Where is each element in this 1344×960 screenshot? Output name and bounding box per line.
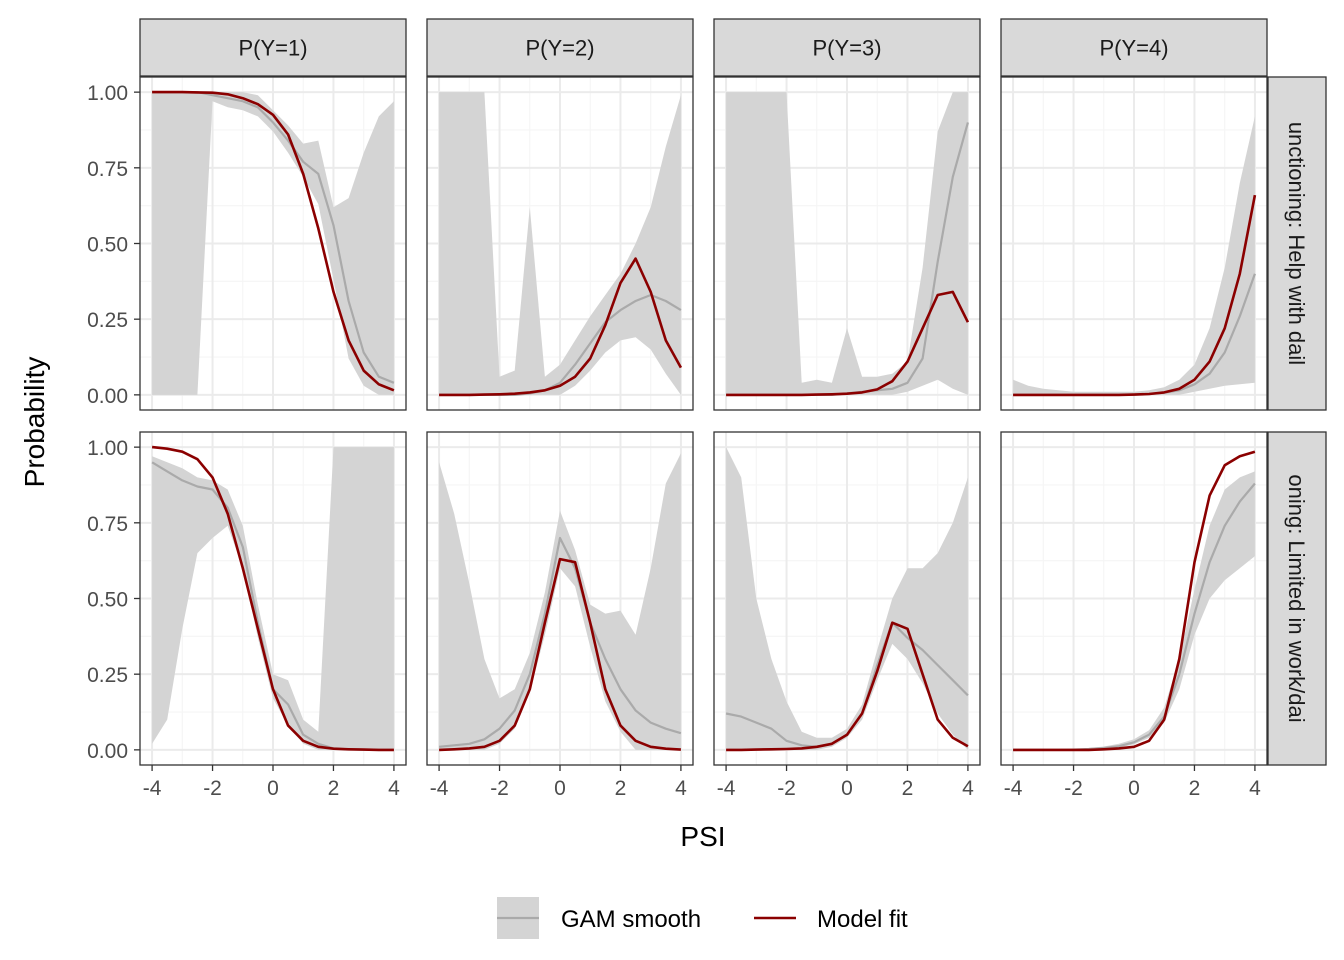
legend: GAM smooth Model fit [497, 897, 908, 939]
x-tick-label: -2 [490, 777, 509, 800]
model-fit-line [152, 90, 395, 392]
y-tick-label: 1.00 [87, 437, 128, 460]
y-tick-label: 0.00 [87, 740, 128, 763]
strip-label: P(Y=3) [812, 36, 881, 61]
strip-background [1267, 76, 1327, 411]
gam-confidence-band [1013, 116, 1255, 395]
x-tick-label: 2 [1189, 777, 1201, 800]
model-fit-line [439, 557, 681, 752]
panels-layer [139, 76, 1268, 766]
y-tick-label: 0.50 [87, 234, 128, 257]
strip-background [426, 18, 694, 77]
panel-r1-c0 [139, 431, 407, 766]
gam-smooth-line [438, 536, 682, 748]
strip-label: P(Y=2) [525, 36, 594, 61]
x-tick-label: 4 [962, 777, 974, 800]
y-tick-label: 1.00 [87, 82, 128, 105]
model-fit-line [1013, 450, 1256, 752]
strip-background [1000, 18, 1268, 77]
strips-layer: P(Y=1) P(Y=2) P(Y=3) P(Y=4) unctioning: Help… [139, 18, 1327, 766]
panel-r0-c0 [139, 76, 407, 411]
strip-background [1267, 431, 1327, 766]
x-tick-label: 2 [615, 777, 627, 800]
strip-col-3: P(Y=3) [713, 18, 981, 77]
panel-r1-c1 [426, 431, 694, 766]
y-tick-label: 0.50 [87, 589, 128, 612]
model-fit-line [726, 621, 969, 752]
strip-row-1: unctioning: Help with dail [1267, 76, 1327, 411]
x-tick-label: 0 [267, 777, 279, 800]
x-tick-label: 2 [902, 777, 914, 800]
legend-label-model: Model fit [817, 906, 908, 933]
x-tick-label: 4 [1249, 777, 1261, 800]
gam-confidence-band [726, 92, 968, 395]
y-tick-label: 0.25 [87, 664, 128, 687]
strip-col-2: P(Y=2) [426, 18, 694, 77]
panel-border [426, 76, 694, 411]
gam-confidence-band [1013, 471, 1255, 750]
gam-confidence-band [152, 92, 394, 395]
panel-border [713, 76, 981, 411]
panel-border [1000, 76, 1268, 411]
panel-r0-c3 [1000, 76, 1268, 411]
strip-col-4: P(Y=4) [1000, 18, 1268, 77]
model-fit-line [439, 257, 683, 397]
axes-layer: 0.00 0.25 0.50 0.75 1.00 -4 -2 0 2 4 0.00 0.25 0.50 0… [87, 82, 1261, 800]
x-tick-label: -2 [777, 777, 796, 800]
x-tick-label: -4 [143, 777, 162, 800]
y-tick-label: 0.25 [87, 309, 128, 332]
x-axis-title: PSI [680, 821, 725, 852]
y-tick-label: 0.00 [87, 385, 128, 408]
x-tick-label: 0 [1128, 777, 1140, 800]
panel-r0-c2 [713, 76, 981, 411]
x-tick-label: -2 [203, 777, 222, 800]
strip-label-group: oning: Limited in work/dai [1284, 474, 1309, 722]
strip-label-group: unctioning: Help with dail [1284, 122, 1309, 365]
gam-confidence-band [152, 447, 394, 750]
model-fit-line [726, 290, 970, 397]
gam-confidence-band [439, 92, 681, 395]
x-tick-label: 4 [675, 777, 687, 800]
strip-background [713, 18, 981, 77]
strip-label: P(Y=1) [238, 36, 307, 61]
model-fit-line [1013, 194, 1257, 397]
gam-confidence-band [439, 453, 681, 750]
legend-label-gam: GAM smooth [561, 906, 701, 933]
panel-r1-c2 [713, 431, 981, 766]
panel-r0-c1 [426, 76, 694, 411]
y-axis-title: Probability [19, 357, 50, 488]
x-tick-label: -4 [430, 777, 449, 800]
strip-col-1: P(Y=1) [139, 18, 407, 77]
model-fit-line [151, 445, 394, 752]
x-tick-label: -4 [1004, 777, 1023, 800]
y-tick-label: 0.75 [87, 158, 128, 181]
x-tick-label: -2 [1064, 777, 1083, 800]
x-tick-label: 2 [328, 777, 340, 800]
strip-background [139, 18, 407, 77]
x-tick-label: -4 [717, 777, 736, 800]
y-tick-label: 0.75 [87, 513, 128, 536]
strip-label: P(Y=4) [1099, 36, 1168, 61]
x-tick-label: 4 [388, 777, 400, 800]
panel-r1-c3 [1000, 431, 1268, 766]
strip-row-2: oning: Limited in work/dai [1267, 431, 1327, 766]
strip-label: oning: Limited in work/dai [1284, 474, 1309, 722]
x-tick-label: 0 [554, 777, 566, 800]
x-tick-label: 0 [841, 777, 853, 800]
strip-label: unctioning: Help with dail [1284, 122, 1309, 365]
